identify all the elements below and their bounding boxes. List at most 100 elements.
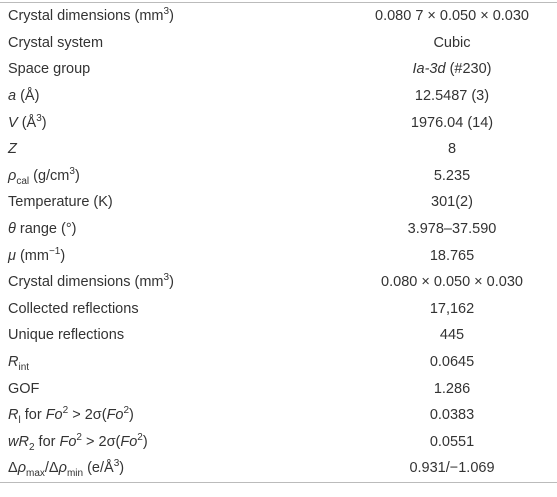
table-row: Crystal system Cubic <box>0 30 557 57</box>
text-run: int <box>18 361 30 373</box>
text-run: Collected reflections <box>8 300 139 317</box>
text-run: 3 <box>36 112 42 124</box>
text-run: 8 <box>447 141 457 158</box>
row-label: Crystal dimensions (mm3) <box>0 3 347 30</box>
text-run: Space group <box>8 61 91 78</box>
text-run: θ <box>8 221 16 238</box>
text-run: 2 <box>28 441 35 453</box>
row-label: wR2 for Fo2 > 2σ(Fo2) <box>0 429 347 456</box>
text-run: 12.5487 (3) <box>414 88 490 105</box>
row-value: 5.235 <box>347 163 557 190</box>
row-value: 0.080 7 × 0.050 × 0.030 <box>347 3 557 30</box>
row-value: 3.978–37.590 <box>347 216 557 243</box>
row-label: Rl for Fo2 > 2σ(Fo2) <box>0 402 347 429</box>
row-value: 0.931/−1.069 <box>347 455 557 482</box>
row-label: V (Å3) <box>0 109 347 136</box>
text-run: ) <box>41 114 47 131</box>
text-run: Fo <box>59 433 77 450</box>
text-run: 2 <box>123 405 130 417</box>
text-run: ) <box>169 8 174 25</box>
text-run: Z <box>8 141 17 158</box>
text-run: V <box>8 114 18 131</box>
table-row: Collected reflections 17,162 <box>0 296 557 323</box>
text-run: 0.0645 <box>429 354 475 371</box>
row-label: Unique reflections <box>0 322 347 349</box>
text-run: 301(2) <box>431 194 473 211</box>
text-run: for <box>34 433 60 450</box>
row-value: 0.080 × 0.050 × 0.030 <box>347 269 557 296</box>
text-run: Temperature (K) <box>8 194 113 211</box>
table-row: Crystal dimensions (mm3) 0.080 × 0.050 × … <box>0 269 557 296</box>
text-run: ) <box>142 433 148 450</box>
text-run: 0.0383 <box>429 407 475 424</box>
row-value: 18.765 <box>347 242 557 269</box>
text-run: R <box>8 407 19 424</box>
text-run: 17,162 <box>429 300 475 317</box>
text-run: Ia-3d <box>412 61 446 78</box>
text-run: Cubic <box>433 34 471 51</box>
text-run: (e/Å <box>83 460 114 477</box>
text-run: l <box>18 415 21 427</box>
text-run: (mm <box>15 247 49 264</box>
row-label: a (Å) <box>0 83 347 110</box>
table-row: Crystal dimensions (mm3) 0.080 7 × 0.050 … <box>0 3 557 30</box>
text-run: 3 <box>163 6 170 18</box>
table-row: θ range (°) 3.978–37.590 <box>0 216 557 243</box>
text-run: ρ <box>8 167 17 184</box>
text-run: 0.080 × 0.050 × 0.030 <box>381 274 523 291</box>
text-run: ) <box>60 247 66 264</box>
data-table: Crystal dimensions (mm3) 0.080 7 × 0.050 … <box>0 2 557 483</box>
text-run: Δ <box>8 460 18 477</box>
text-run: a <box>8 88 17 105</box>
table-body: Crystal dimensions (mm3) 0.080 7 × 0.050 … <box>0 3 557 483</box>
table-row: Rl for Fo2 > 2σ(Fo2) 0.0383 <box>0 402 557 429</box>
text-run: 0.080 7 × 0.050 × 0.030 <box>375 8 529 25</box>
text-run: (Å) <box>16 88 40 105</box>
text-run: Crystal dimensions (mm <box>8 274 164 291</box>
row-value: 1.286 <box>347 375 557 402</box>
text-run: (#230) <box>445 61 492 78</box>
text-run: ) <box>119 460 125 477</box>
row-label: θ range (°) <box>0 216 347 243</box>
row-label: Crystal system <box>0 30 347 57</box>
text-run: Unique reflections <box>8 327 125 344</box>
text-run: ) <box>129 407 134 424</box>
text-run: 1976.04 (14) <box>410 114 494 131</box>
text-run: ρ <box>17 460 26 477</box>
text-run: /Δ <box>44 460 59 477</box>
text-run: ) <box>169 274 174 291</box>
text-run: > 2σ( <box>81 433 121 450</box>
text-run: > 2σ( <box>68 407 107 424</box>
text-run: Crystal dimensions (mm <box>8 8 164 25</box>
text-run: ρ <box>58 460 67 477</box>
row-value: 1976.04 (14) <box>347 109 557 136</box>
text-run: 0.0551 <box>429 433 475 450</box>
row-label: Temperature (K) <box>0 189 347 216</box>
text-run: (g/cm <box>29 167 70 184</box>
table-row: ρcal (g/cm3) 5.235 <box>0 163 557 190</box>
text-run: ) <box>74 167 80 184</box>
row-value: 0.0551 <box>347 429 557 456</box>
row-label: μ (mm−1) <box>0 242 347 269</box>
text-run: Fo <box>120 433 138 450</box>
table-row: GOF 1.286 <box>0 375 557 402</box>
text-run: 3 <box>163 272 170 284</box>
text-run: cal <box>16 175 30 187</box>
text-run: 3 <box>69 166 75 178</box>
table-row: wR2 for Fo2 > 2σ(Fo2) 0.0551 <box>0 429 557 456</box>
text-run: wR <box>8 433 29 450</box>
row-value: 445 <box>347 322 557 349</box>
row-value: 12.5487 (3) <box>347 83 557 110</box>
text-run: Fo <box>45 407 63 424</box>
row-label: Space group <box>0 56 347 83</box>
text-run: 5.235 <box>433 167 471 184</box>
row-label: ρcal (g/cm3) <box>0 163 347 190</box>
row-label: Δρmax/Δρmin (e/Å3) <box>0 455 347 482</box>
text-run: Fo <box>106 407 124 424</box>
table-row: Δρmax/Δρmin (e/Å3) 0.931/−1.069 <box>0 455 557 482</box>
text-run: max <box>26 468 45 480</box>
row-label: Z <box>0 136 347 163</box>
text-run: 1.286 <box>433 380 471 397</box>
row-value: 301(2) <box>347 189 557 216</box>
